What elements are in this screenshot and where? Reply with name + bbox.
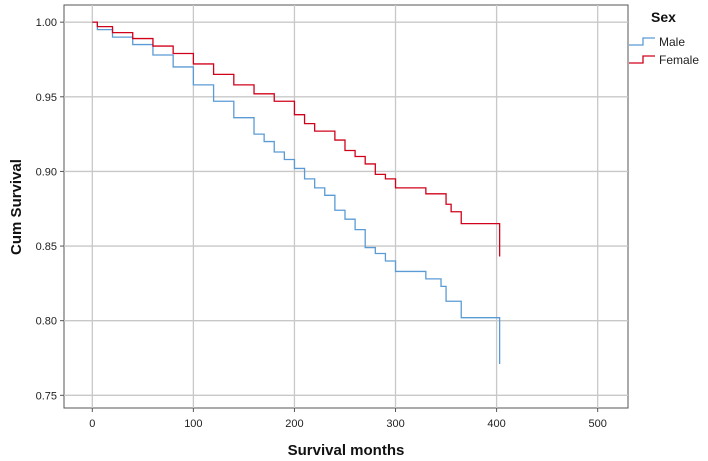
survival-curve-male [92, 21, 501, 364]
x-tick-label: 100 [184, 418, 202, 430]
legend-label-male: Male [659, 35, 685, 49]
y-tick-label: 0.90 [36, 166, 57, 178]
x-tick-label: 0 [89, 418, 95, 430]
y-tick-label: 1.00 [36, 17, 57, 29]
survival-curve-female [92, 21, 501, 257]
legend-title: Sex [651, 9, 676, 25]
y-tick-label: 0.95 [36, 92, 57, 104]
x-tick-label: 200 [285, 418, 303, 430]
axis-ticks: 0 100 200 300 400 500 0.75 0.80 0.85 0.90 0.95 1.00 [36, 17, 607, 430]
x-tick-label: 500 [588, 418, 606, 430]
legend-label-female: Female [659, 53, 699, 67]
series-layer [92, 21, 501, 364]
y-tick-label: 0.75 [36, 390, 57, 402]
plot-area [63, 4, 629, 409]
legend: Sex Male Female [629, 9, 699, 67]
x-axis-title: Survival months [288, 442, 405, 459]
x-tick-label: 400 [487, 418, 505, 430]
x-tick-label: 300 [386, 418, 404, 430]
y-tick-label: 0.80 [36, 316, 57, 328]
gridlines [64, 5, 628, 408]
y-tick-label: 0.85 [36, 241, 57, 253]
y-axis-title: Cum Survival [8, 159, 25, 255]
legend-swatch-male [629, 37, 655, 46]
legend-swatch-female [629, 55, 655, 64]
